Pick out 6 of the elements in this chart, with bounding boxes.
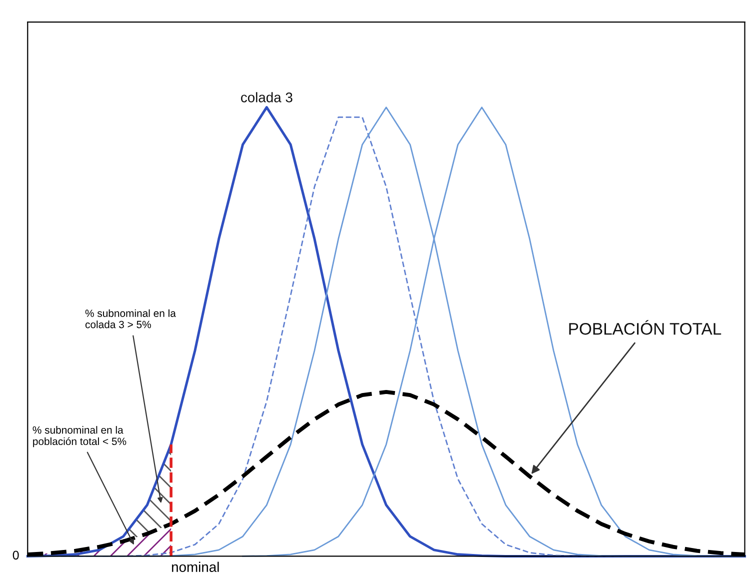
annotation: % subnominal en la población total < 5% <box>32 426 126 448</box>
annotation: % subnominal en la colada 3 > 5% <box>85 309 176 328</box>
text: POBLACIÓN TOTAL <box>569 320 722 335</box>
series-label: colada 3 <box>241 92 292 102</box>
text: nominal <box>172 562 219 572</box>
text: 0 <box>12 550 19 560</box>
